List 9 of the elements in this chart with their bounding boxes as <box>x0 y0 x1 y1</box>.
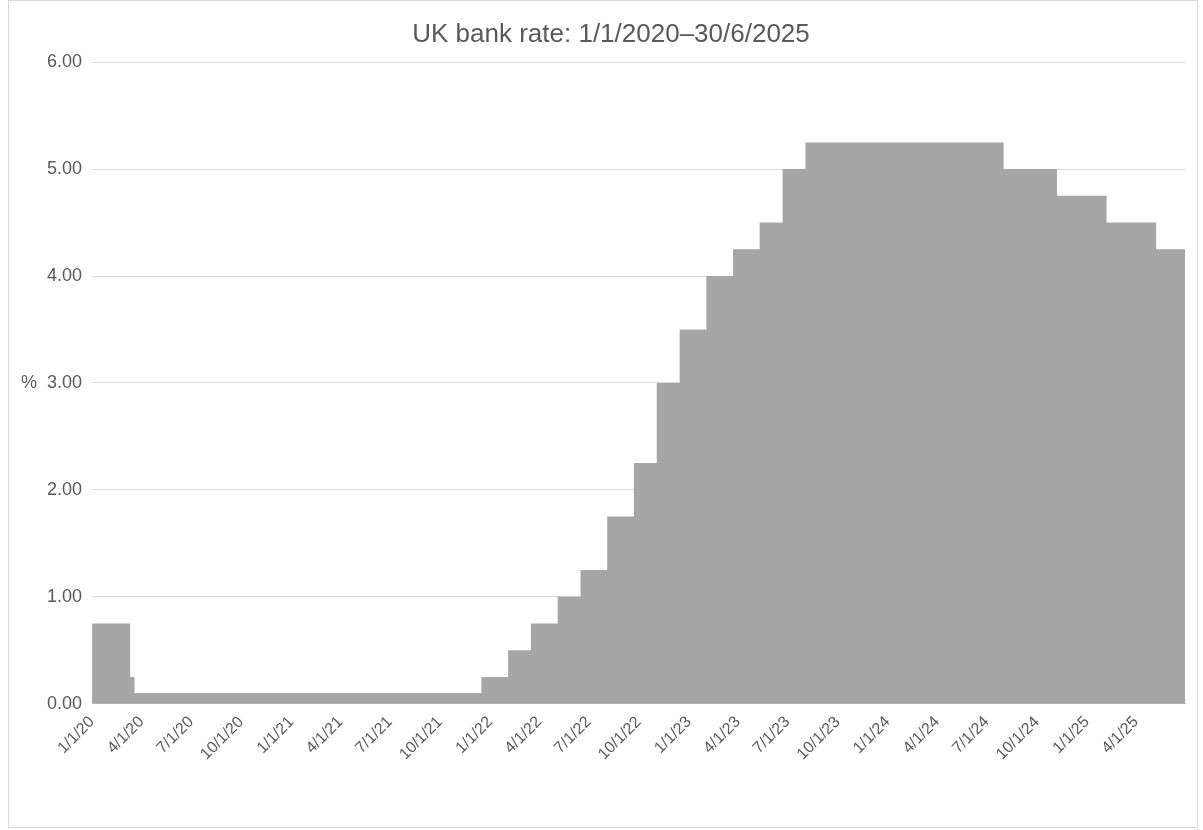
y-tick-label: 2.00 <box>46 478 83 499</box>
y-tick-label: 1.00 <box>46 585 83 606</box>
y-axis-title: % <box>21 371 38 392</box>
y-tick-label: 0.00 <box>46 692 83 713</box>
chart-title: UK bank rate: 1/1/2020–30/6/2025 <box>412 17 810 48</box>
y-tick-label: 3.00 <box>46 371 83 392</box>
y-tick-label: 6.00 <box>46 51 83 72</box>
y-tick-label: 5.00 <box>46 158 83 179</box>
y-tick-label: 4.00 <box>46 264 83 285</box>
